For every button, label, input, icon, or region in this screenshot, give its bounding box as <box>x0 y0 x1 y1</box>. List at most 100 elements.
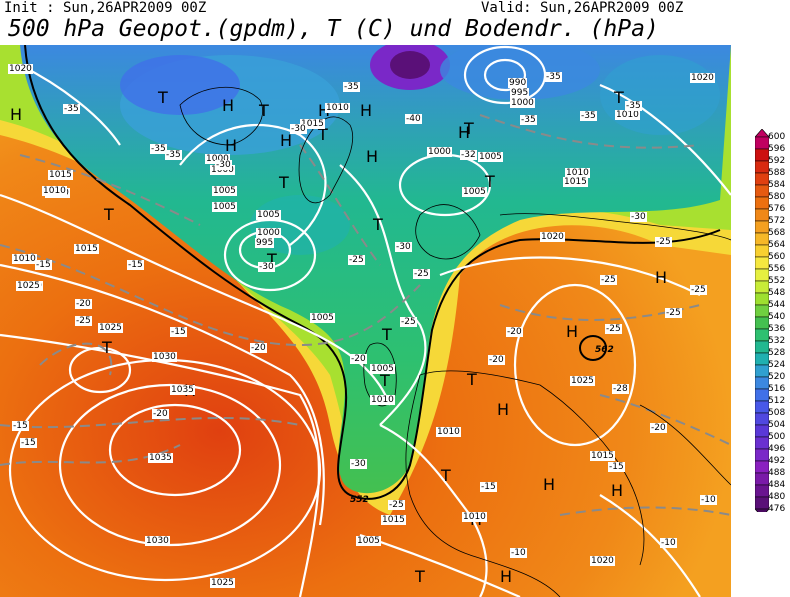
low-pressure-label: T <box>415 567 425 586</box>
cold-trough <box>20 45 731 494</box>
contour-562 <box>579 335 607 361</box>
colorbar-label: 500 <box>768 432 786 442</box>
isobar-label: 1015 <box>74 244 99 254</box>
temperature-label: -25 <box>690 285 707 295</box>
temperature-label: -25 <box>400 317 417 327</box>
colorbar-label: 560 <box>768 252 786 262</box>
temperature-label: -15 <box>35 260 52 270</box>
temperature-label: -10 <box>510 548 527 558</box>
isobar-label: 1010 <box>462 512 487 522</box>
colorbar-swatch <box>755 196 769 210</box>
low-pressure-label: T <box>382 325 392 344</box>
colorbar-swatch <box>755 472 769 486</box>
colorbar-swatch <box>755 148 769 162</box>
temperature-label: -28 <box>612 384 629 394</box>
contour-552 <box>24 45 721 500</box>
temperature-label: -25 <box>665 308 682 318</box>
high-pressure-label: H <box>10 105 23 124</box>
temperature-label: -35 <box>150 144 167 154</box>
isobar-label: 1010 <box>615 110 640 120</box>
temperature-label: -30 <box>630 212 647 222</box>
colorbar-swatch <box>755 208 769 222</box>
temperature-label: -40 <box>405 114 422 124</box>
coastlines <box>179 86 731 597</box>
colorbar-swatch <box>755 268 769 282</box>
temperature-label: -15 <box>480 482 497 492</box>
cold-core-5 <box>440 45 600 100</box>
colorbar-swatch <box>755 244 769 258</box>
colorbar-bottom-arrow <box>755 508 769 512</box>
temperature-label: -15 <box>170 327 187 337</box>
high-pressure-label: H <box>360 101 373 120</box>
temperature-label: -10 <box>700 495 717 505</box>
high-pressure-label: H <box>611 481 624 500</box>
colorbar-label: 580 <box>768 192 786 202</box>
isobar-label: 1005 <box>356 536 381 546</box>
temperature-label: -25 <box>655 237 672 247</box>
colorbar-label: 592 <box>768 156 786 166</box>
isobar-label: 1005 <box>256 210 281 220</box>
low-pressure-label: T <box>267 250 277 269</box>
colorbar-label: 492 <box>768 456 786 466</box>
colorbar-label: 512 <box>768 396 786 406</box>
isobar-label: 1005 <box>370 364 395 374</box>
low-pressure-label: T <box>102 338 112 357</box>
low-pressure-label: T <box>259 101 269 120</box>
colorbar-swatch <box>755 316 769 330</box>
isobar-label: 1030 <box>145 536 170 546</box>
isobar-label: 1025 <box>570 376 595 386</box>
isobar-label: 1015 <box>563 177 588 187</box>
temperature-label: -15 <box>127 260 144 270</box>
temperature-label: -35 <box>520 115 537 125</box>
isobar-label: 1005 <box>212 186 237 196</box>
colorbar-swatch <box>755 136 769 150</box>
colorbar-label: 556 <box>768 264 786 274</box>
colorbar-label: 536 <box>768 324 786 334</box>
colorbar-swatch <box>755 448 769 462</box>
isobar-label: 990 <box>508 78 528 88</box>
colorbar-label: 600 <box>768 132 786 142</box>
colorbar-top-arrow <box>755 129 769 138</box>
isobar-label: 1020 <box>540 232 565 242</box>
temperature-label: -35 <box>625 101 642 111</box>
isobar-label: 1010 <box>325 103 350 113</box>
isobar-label: 1015 <box>590 451 615 461</box>
colorbar-swatch <box>755 376 769 390</box>
colorbar-label: 476 <box>768 504 786 514</box>
colorbar-swatch <box>755 232 769 246</box>
colorbar-label: 568 <box>768 228 786 238</box>
colorbar-label: 572 <box>768 216 786 226</box>
colorbar-label: 584 <box>768 180 786 190</box>
temperature-label: -20 <box>650 423 667 433</box>
temperature-label: -20 <box>250 343 267 353</box>
isobar-label: 1010 <box>12 254 37 264</box>
high-pressure-label: H <box>655 268 668 287</box>
temperature-label: -30 <box>215 160 232 170</box>
high-pressure-label: H <box>497 400 510 419</box>
low-pressure-label: T <box>441 466 451 485</box>
isobar-label: 1025 <box>16 281 41 291</box>
colorbar-label: 520 <box>768 372 786 382</box>
colorbar-label: 552 <box>768 276 786 286</box>
colorbar-swatch <box>755 364 769 378</box>
low-pressure-label: T <box>614 88 624 107</box>
colorbar-label: 596 <box>768 144 786 154</box>
isobar-label: 1025 <box>210 578 235 588</box>
temperature-label: -10 <box>660 538 677 548</box>
low-pressure-label: T <box>464 119 474 138</box>
colorbar-swatch <box>755 436 769 450</box>
colorbar-swatch <box>755 484 769 498</box>
colorbar-swatch <box>755 172 769 186</box>
low-pressure-label: T <box>485 172 495 191</box>
isobar-label: 1015 <box>48 170 73 180</box>
colorbar-label: 548 <box>768 288 786 298</box>
temperature-label: -15 <box>12 421 29 431</box>
high-pressure-label: H <box>566 322 579 341</box>
isobar-label: 995 <box>510 88 530 98</box>
temperature-label: -25 <box>605 324 622 334</box>
colorbar-swatch <box>755 328 769 342</box>
low-pressure-label: T <box>279 173 289 192</box>
colorbar-swatch <box>755 304 769 318</box>
low-pressure-label: T <box>318 125 328 144</box>
isobar-label: 1035 <box>148 453 173 463</box>
